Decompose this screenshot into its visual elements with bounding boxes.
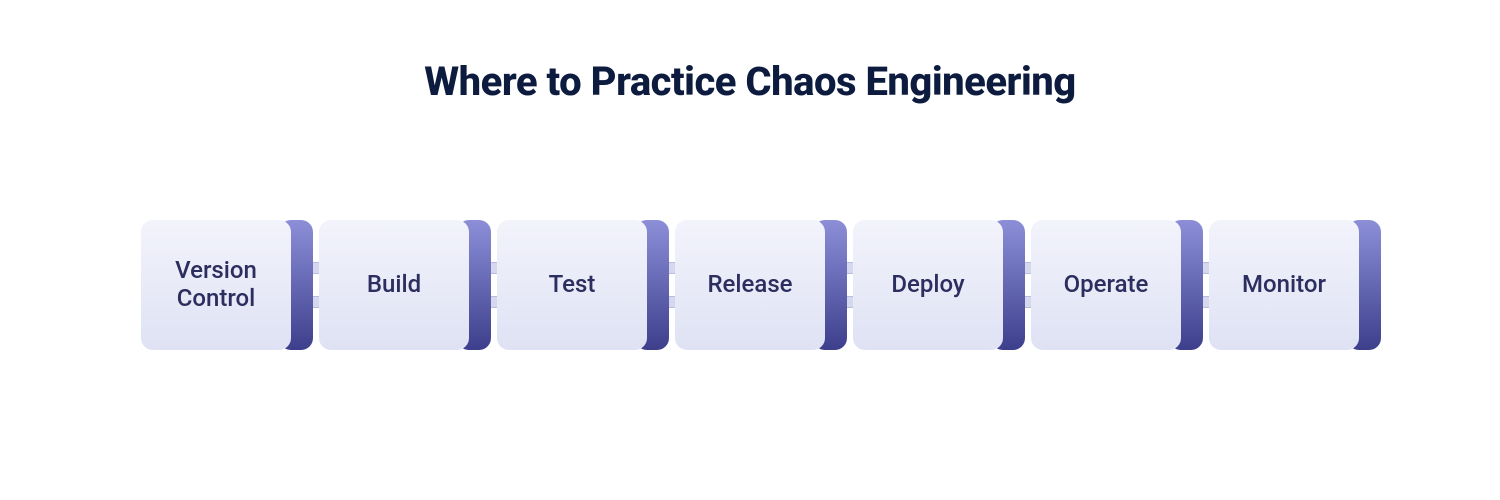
- stage-build: Build: [319, 220, 469, 350]
- stage-monitor: Monitor: [1209, 220, 1359, 350]
- stage-version-control: Version Control: [141, 220, 291, 350]
- stage-label: Test: [497, 220, 647, 350]
- stage-label: Operate: [1031, 220, 1181, 350]
- stage-label: Monitor: [1209, 220, 1359, 350]
- stage-label: Deploy: [853, 220, 1003, 350]
- diagram-canvas: Where to Practice Chaos Engineering Vers…: [0, 0, 1500, 500]
- stage-test: Test: [497, 220, 647, 350]
- stage-label: Version Control: [141, 220, 291, 350]
- stage-label: Build: [319, 220, 469, 350]
- stage-label: Release: [675, 220, 825, 350]
- diagram-title: Where to Practice Chaos Engineering: [0, 58, 1500, 105]
- stage-release: Release: [675, 220, 825, 350]
- stage-operate: Operate: [1031, 220, 1181, 350]
- pipeline-row: Version Control Build Test Release: [0, 220, 1500, 350]
- stage-deploy: Deploy: [853, 220, 1003, 350]
